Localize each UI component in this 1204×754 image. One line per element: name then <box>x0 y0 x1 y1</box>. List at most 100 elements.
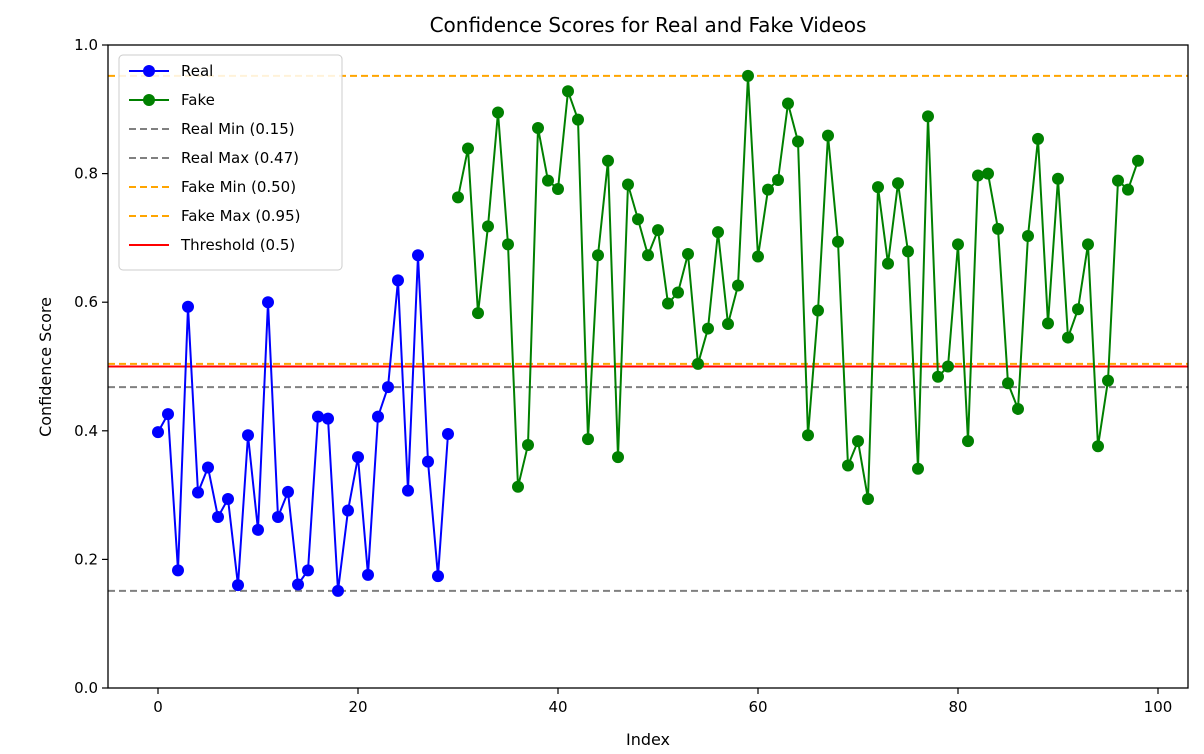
data-point-fake-82 <box>972 169 984 182</box>
data-point-real-17 <box>322 412 334 425</box>
data-point-fake-43 <box>582 433 594 446</box>
data-point-real-21 <box>362 568 374 581</box>
data-point-fake-75 <box>902 245 914 258</box>
x-tick-label: 100 <box>1144 698 1173 716</box>
data-point-fake-40 <box>552 183 564 196</box>
data-point-real-0 <box>152 426 164 439</box>
data-point-fake-36 <box>512 480 524 493</box>
data-point-fake-89 <box>1042 317 1054 330</box>
data-point-fake-83 <box>982 167 994 180</box>
legend-label: Fake Max (0.95) <box>181 207 300 225</box>
y-tick-label: 0.4 <box>74 422 98 440</box>
data-point-fake-33 <box>482 220 494 233</box>
data-point-fake-67 <box>822 129 834 142</box>
data-point-fake-59 <box>742 69 754 82</box>
data-point-real-20 <box>352 451 364 464</box>
data-point-fake-85 <box>1002 377 1014 390</box>
data-point-fake-57 <box>722 318 734 331</box>
legend-swatch-marker <box>143 65 155 77</box>
legend-label: Real <box>181 62 213 80</box>
data-point-fake-78 <box>932 370 944 383</box>
data-point-fake-55 <box>702 322 714 335</box>
data-point-real-11 <box>262 296 274 309</box>
data-point-fake-92 <box>1072 303 1084 316</box>
data-point-real-29 <box>442 428 454 441</box>
chart-title: Confidence Scores for Real and Fake Vide… <box>430 13 867 37</box>
data-point-fake-35 <box>502 238 514 251</box>
data-point-fake-42 <box>572 113 584 126</box>
data-point-fake-94 <box>1092 440 1104 453</box>
data-point-fake-61 <box>762 183 774 196</box>
data-point-fake-32 <box>472 307 484 320</box>
data-point-fake-70 <box>852 435 864 448</box>
data-point-real-22 <box>372 410 384 423</box>
legend-box <box>118 54 343 271</box>
y-tick-label: 0.6 <box>74 293 98 311</box>
data-point-fake-49 <box>642 249 654 262</box>
y-tick-label: 0.8 <box>74 165 98 183</box>
data-point-fake-80 <box>952 238 964 251</box>
x-tick-label: 60 <box>748 698 767 716</box>
data-point-fake-45 <box>602 154 614 167</box>
data-point-fake-51 <box>662 297 674 310</box>
data-point-fake-63 <box>782 97 794 110</box>
data-point-fake-84 <box>992 222 1004 235</box>
data-point-fake-96 <box>1112 174 1124 187</box>
data-point-fake-65 <box>802 429 814 442</box>
data-point-fake-72 <box>872 181 884 194</box>
x-tick-label: 20 <box>348 698 367 716</box>
data-point-fake-34 <box>492 106 504 119</box>
data-point-real-2 <box>172 564 184 577</box>
data-point-fake-52 <box>672 286 684 299</box>
data-point-real-9 <box>242 429 254 442</box>
x-tick-label: 0 <box>153 698 163 716</box>
data-point-fake-60 <box>752 250 764 263</box>
y-tick-label: 0.0 <box>74 679 98 697</box>
data-point-fake-68 <box>832 235 844 248</box>
data-point-fake-97 <box>1122 183 1134 196</box>
data-point-real-8 <box>232 579 244 592</box>
data-point-real-3 <box>182 300 194 313</box>
data-point-fake-44 <box>592 249 604 262</box>
data-point-fake-74 <box>892 177 904 190</box>
y-axis-label: Confidence Score <box>36 297 55 437</box>
legend-swatch-marker <box>143 94 155 106</box>
data-point-fake-86 <box>1012 402 1024 415</box>
data-point-real-13 <box>282 485 294 498</box>
data-point-fake-39 <box>542 174 554 187</box>
data-point-fake-56 <box>712 226 724 239</box>
legend-label: Real Max (0.47) <box>181 149 299 167</box>
data-point-fake-76 <box>912 462 924 475</box>
x-tick-label: 80 <box>948 698 967 716</box>
x-tick-label: 40 <box>548 698 567 716</box>
data-point-fake-41 <box>562 85 574 98</box>
legend: Real Fake Real Min (0.15) Real Max (0.47) Fa… <box>118 54 343 271</box>
data-point-fake-50 <box>652 224 664 237</box>
data-point-real-28 <box>432 570 444 583</box>
data-point-fake-95 <box>1102 374 1114 387</box>
legend-label: Fake Min (0.50) <box>181 178 296 196</box>
data-point-fake-90 <box>1052 172 1064 185</box>
data-point-fake-98 <box>1132 154 1144 167</box>
data-point-real-26 <box>412 249 424 262</box>
data-point-fake-38 <box>532 121 544 134</box>
data-point-fake-54 <box>692 357 704 370</box>
data-point-fake-69 <box>842 459 854 472</box>
data-point-real-24 <box>392 274 404 287</box>
data-point-fake-79 <box>942 360 954 373</box>
data-point-real-14 <box>292 578 304 591</box>
y-tick-label: 0.2 <box>74 550 98 568</box>
legend-label: Threshold (0.5) <box>180 236 295 254</box>
axes: 0 20 40 60 80 100 0.0 0.2 0.4 0.6 0.8 1.0 <box>74 36 1189 716</box>
data-point-real-27 <box>422 455 434 468</box>
data-point-fake-81 <box>962 435 974 448</box>
data-point-fake-66 <box>812 304 824 317</box>
data-point-fake-73 <box>882 257 894 270</box>
data-point-fake-37 <box>522 438 534 451</box>
legend-label: Fake <box>181 91 215 109</box>
data-point-real-16 <box>312 410 324 423</box>
data-point-fake-58 <box>732 279 744 292</box>
data-point-fake-87 <box>1022 229 1034 242</box>
data-point-fake-46 <box>612 451 624 464</box>
